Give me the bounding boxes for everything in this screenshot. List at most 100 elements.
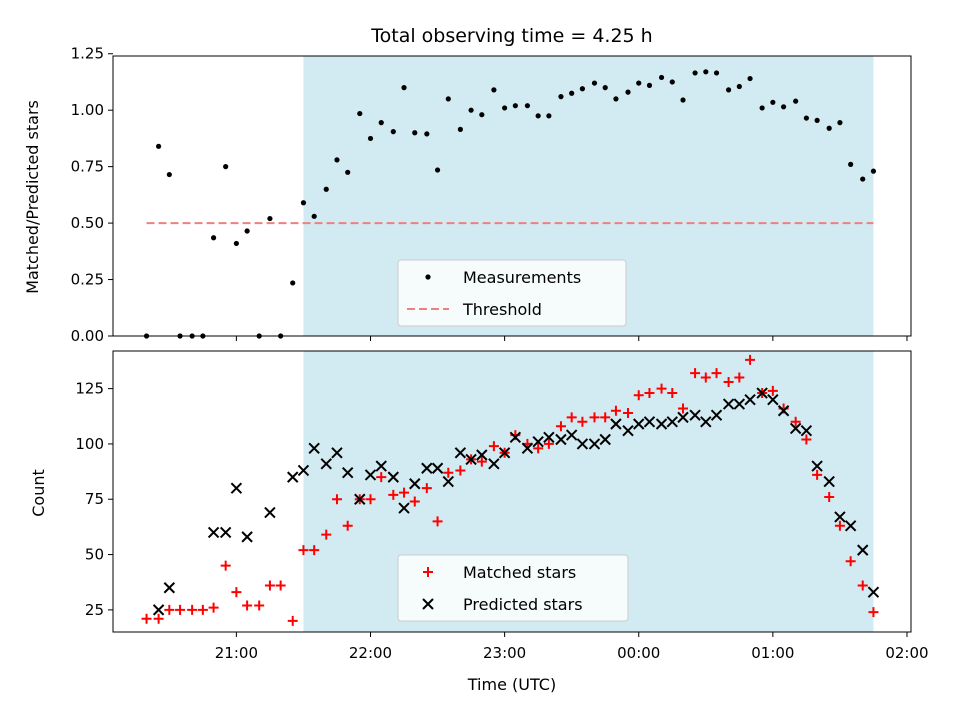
data-point bbox=[367, 135, 374, 142]
data-point bbox=[610, 418, 622, 430]
data-point bbox=[308, 442, 320, 455]
data-point bbox=[610, 405, 621, 416]
y-tick-label: 0.75 bbox=[71, 158, 104, 176]
data-point bbox=[546, 113, 552, 119]
data-point bbox=[826, 125, 832, 131]
plot-frame bbox=[112, 55, 912, 337]
data-point bbox=[801, 434, 812, 445]
data-point bbox=[700, 416, 712, 428]
data-point bbox=[409, 496, 420, 507]
x-tick-label: 23:00 bbox=[483, 644, 526, 662]
data-point bbox=[622, 424, 634, 437]
data-point bbox=[566, 412, 577, 423]
data-point bbox=[465, 453, 477, 466]
data-point bbox=[711, 368, 722, 379]
data-point bbox=[445, 96, 451, 102]
legend-box bbox=[397, 554, 629, 622]
data-point bbox=[744, 393, 756, 406]
data-point bbox=[726, 87, 732, 93]
data-point bbox=[823, 475, 835, 488]
data-point bbox=[812, 469, 823, 480]
legend-marker bbox=[423, 567, 433, 577]
data-point bbox=[345, 169, 351, 175]
x-axis-label: Time (UTC) bbox=[467, 675, 556, 694]
data-point bbox=[152, 604, 165, 616]
data-point bbox=[141, 613, 152, 624]
data-point bbox=[401, 85, 407, 91]
count-panel: 25 50 75 100 125 21:00 22:00 23:00 00:00 01:00 02:… bbox=[75, 350, 929, 662]
data-point bbox=[320, 458, 332, 470]
data-point bbox=[364, 469, 377, 481]
data-point bbox=[242, 600, 253, 611]
data-point bbox=[867, 586, 880, 598]
data-point bbox=[599, 433, 611, 446]
x-tick-label: 02:00 bbox=[885, 644, 928, 662]
data-point bbox=[223, 164, 229, 170]
chart-title: Total observing time = 4.25 h bbox=[370, 25, 652, 47]
data-point bbox=[267, 215, 273, 222]
data-point bbox=[197, 604, 208, 615]
data-point bbox=[870, 168, 877, 174]
legend-label: Matched stars bbox=[463, 563, 576, 582]
data-point bbox=[600, 412, 611, 423]
data-point bbox=[387, 471, 400, 483]
data-point bbox=[824, 492, 835, 503]
data-point bbox=[834, 511, 846, 523]
data-point bbox=[399, 487, 410, 498]
data-point bbox=[524, 103, 531, 109]
data-point bbox=[722, 398, 735, 410]
data-point bbox=[613, 96, 619, 102]
data-point bbox=[163, 582, 176, 594]
data-point bbox=[756, 387, 768, 399]
data-point bbox=[666, 416, 678, 428]
data-point bbox=[700, 372, 711, 383]
data-point bbox=[502, 105, 508, 111]
data-point bbox=[287, 471, 299, 483]
data-point bbox=[677, 411, 689, 424]
data-point bbox=[187, 604, 198, 615]
data-point bbox=[636, 80, 642, 86]
data-point bbox=[793, 98, 799, 104]
data-point bbox=[656, 383, 667, 394]
data-point bbox=[814, 117, 820, 123]
data-point bbox=[210, 235, 217, 241]
data-point bbox=[390, 129, 396, 135]
data-point bbox=[837, 120, 843, 126]
data-point bbox=[175, 604, 186, 615]
data-point bbox=[297, 464, 310, 477]
data-point bbox=[602, 85, 608, 91]
data-point bbox=[153, 613, 164, 624]
legend-box bbox=[397, 259, 627, 327]
data-point bbox=[365, 494, 376, 505]
legend: Measurements Threshold bbox=[397, 259, 627, 327]
data-point bbox=[767, 385, 778, 396]
data-point bbox=[577, 416, 588, 427]
data-point bbox=[692, 70, 698, 76]
data-point bbox=[543, 431, 555, 443]
data-point bbox=[432, 516, 443, 527]
data-point bbox=[834, 520, 845, 531]
data-point bbox=[231, 587, 242, 598]
data-point bbox=[509, 431, 522, 443]
data-point bbox=[848, 161, 854, 167]
data-point bbox=[589, 412, 600, 423]
data-point bbox=[375, 460, 387, 472]
data-point bbox=[331, 494, 342, 505]
data-point bbox=[244, 228, 250, 234]
data-point bbox=[860, 176, 866, 182]
data-point bbox=[633, 390, 644, 401]
data-point bbox=[680, 97, 686, 103]
data-point bbox=[658, 74, 665, 81]
data-point bbox=[321, 529, 332, 540]
data-point bbox=[342, 520, 353, 531]
data-point bbox=[354, 493, 366, 505]
data-point bbox=[591, 80, 598, 86]
y-tick-label: 0.50 bbox=[71, 214, 104, 232]
data-point bbox=[678, 403, 688, 414]
x-tick-label: 21:00 bbox=[215, 644, 258, 662]
data-point bbox=[300, 200, 307, 206]
data-point bbox=[844, 520, 857, 532]
ratio-panel: 0.00 0.25 0.50 0.75 1.00 1.25 Measurements Thre… bbox=[71, 45, 912, 345]
y-tick-label: 75 bbox=[85, 490, 104, 508]
data-point bbox=[264, 506, 276, 519]
